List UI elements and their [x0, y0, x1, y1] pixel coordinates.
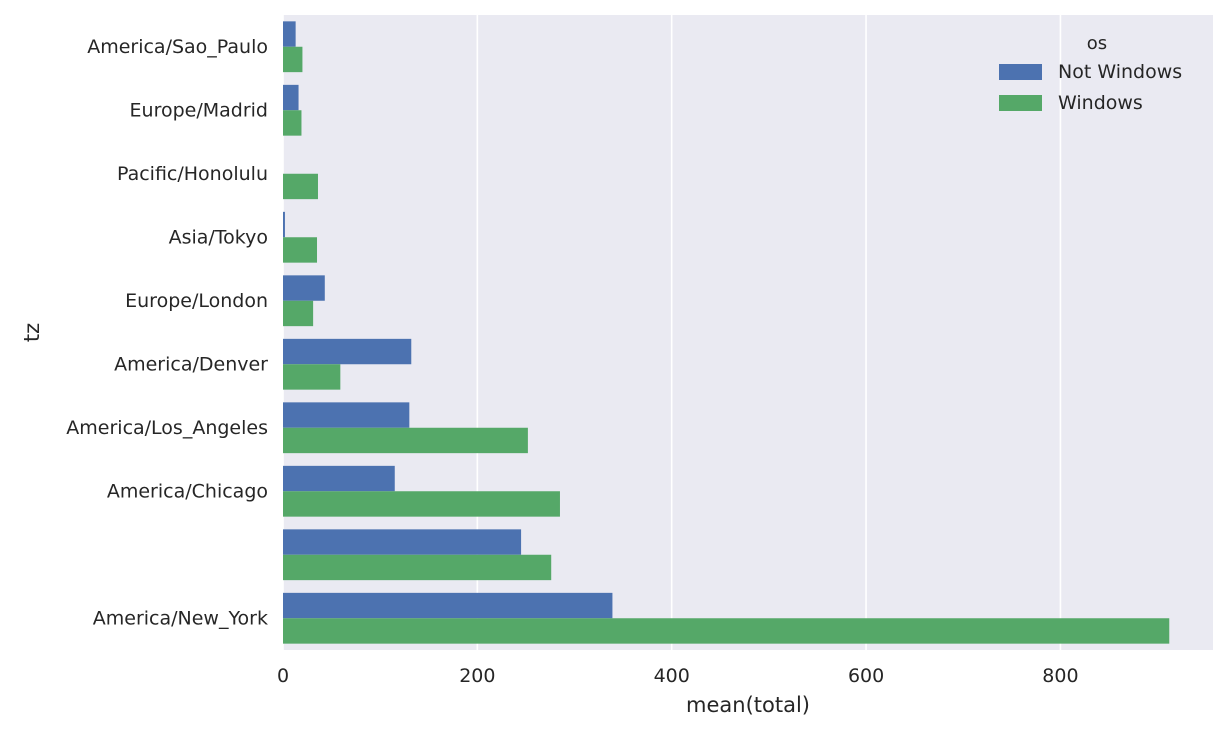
bar-not-windows	[283, 21, 296, 47]
bar-not-windows	[283, 402, 410, 428]
bar-not-windows	[283, 592, 613, 619]
x-tick-label: 0	[277, 665, 289, 687]
bar-windows	[283, 427, 528, 454]
y-tick-label: America/New_York	[93, 607, 268, 629]
x-tick-label: 400	[654, 665, 690, 687]
bar-windows	[283, 300, 314, 327]
x-axis-label: mean(total)	[686, 693, 810, 717]
x-tick-labels: 0 200 400 600 800	[277, 665, 1079, 687]
bar-windows	[283, 173, 318, 200]
legend-swatch	[999, 64, 1042, 80]
y-tick-label: Europe/Madrid	[130, 99, 268, 121]
legend: os Not Windows Windows	[999, 33, 1182, 114]
y-tick-label: Pacific/Honolulu	[117, 163, 268, 185]
y-tick-label: America/Los_Angeles	[66, 417, 268, 439]
bar-not-windows	[283, 465, 395, 492]
legend-title: os	[1087, 33, 1107, 54]
bar-windows	[283, 554, 552, 581]
bar-not-windows	[283, 338, 412, 365]
x-tick-label: 800	[1042, 665, 1078, 687]
bar-windows	[283, 491, 560, 517]
bar-not-windows	[283, 275, 325, 301]
bar-not-windows	[283, 211, 285, 238]
y-tick-label: America/Sao_Paulo	[87, 36, 268, 58]
bar-windows	[283, 364, 341, 390]
bar-windows	[283, 46, 303, 73]
y-tick-label: Europe/London	[125, 290, 268, 312]
x-tick-label: 600	[848, 665, 884, 687]
y-tick-labels: America/Sao_Paulo Europe/Madrid Pacific/Ho…	[66, 36, 268, 630]
y-tick-label: America/Denver	[114, 353, 268, 375]
legend-label: Windows	[1058, 92, 1143, 114]
bar-not-windows	[283, 529, 522, 555]
legend-label: Not Windows	[1058, 61, 1182, 83]
bar-not-windows	[283, 84, 299, 111]
y-tick-label: America/Chicago	[107, 480, 268, 502]
bar-windows	[283, 237, 318, 263]
bar-windows	[283, 618, 1170, 644]
bars	[283, 21, 1170, 644]
legend-swatch	[999, 95, 1042, 111]
y-axis-label: tz	[20, 323, 44, 342]
y-tick-label: Asia/Tokyo	[169, 226, 268, 248]
bar-windows	[283, 110, 302, 136]
x-tick-label: 200	[459, 665, 495, 687]
